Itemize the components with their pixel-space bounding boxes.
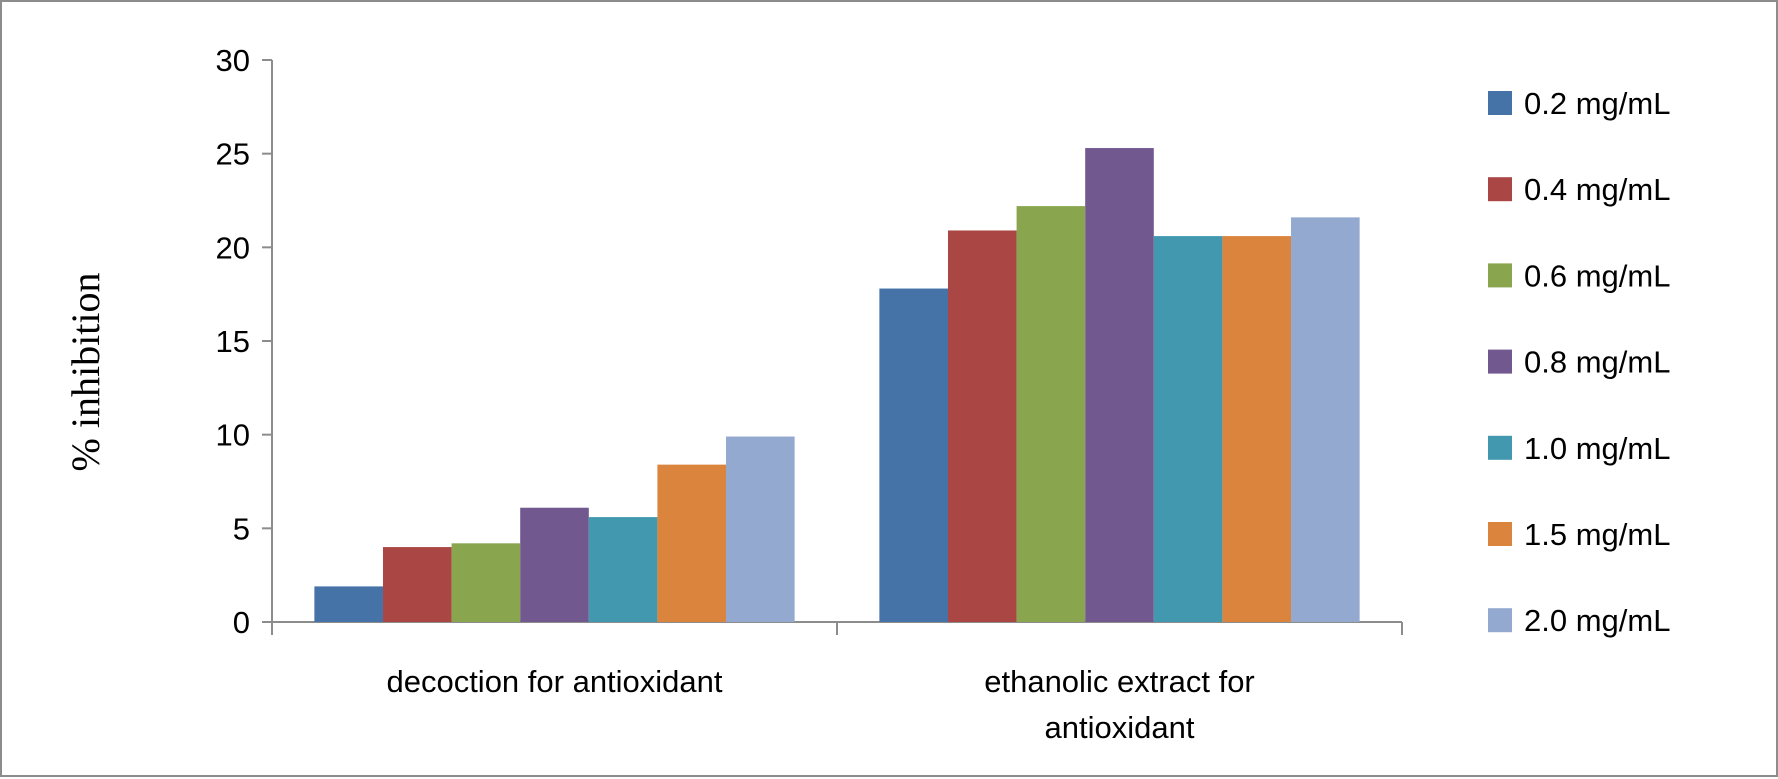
y-tick-label: 10 [216, 418, 250, 453]
bar [382, 547, 452, 622]
bar [879, 288, 948, 622]
bar [1016, 206, 1086, 622]
legend-label: 0.4 mg/mL [1524, 172, 1670, 207]
bar [451, 543, 521, 622]
y-tick-label: 20 [216, 230, 250, 265]
bar [1222, 236, 1292, 623]
legend-label: 0.6 mg/mL [1524, 258, 1670, 293]
legend-swatch [1488, 349, 1512, 374]
legend: 0.2 mg/mL 0.4 mg/mL 0.6 mg/mL 0.8 mg/mL 1.0 … [1488, 86, 1670, 638]
y-axis-title: % inhibition [63, 273, 108, 472]
axis-labels: 0 5 10 15 20 25 30 decoction for antioxidant eth… [216, 43, 1255, 745]
legend-label: 1.5 mg/mL [1524, 517, 1670, 552]
legend-swatch [1488, 91, 1512, 115]
bar [588, 517, 658, 622]
y-tick-label: 15 [216, 324, 250, 359]
bar [314, 586, 383, 622]
bar [1291, 217, 1360, 623]
legend-label: 0.2 mg/mL [1524, 86, 1670, 121]
legend-swatch [1488, 435, 1512, 460]
x-category-label: antioxidant [1045, 710, 1195, 745]
bars [314, 148, 1360, 623]
bar [520, 507, 589, 622]
y-tick-label: 0 [233, 605, 250, 640]
legend-swatch [1488, 608, 1512, 633]
x-category-label: decoction for antioxidant [386, 664, 722, 699]
legend-swatch [1488, 177, 1512, 202]
y-tick-label: 5 [233, 511, 250, 546]
legend-swatch [1488, 522, 1512, 546]
bar [1085, 148, 1154, 622]
x-category-label: ethanolic extract for [984, 664, 1255, 699]
bar [726, 436, 795, 622]
y-tick-label: 30 [216, 43, 250, 78]
bar [1153, 236, 1223, 623]
legend-label: 0.8 mg/mL [1524, 345, 1670, 380]
y-tick-label: 25 [216, 137, 250, 172]
legend-label: 1.0 mg/mL [1524, 431, 1670, 466]
legend-label: 2.0 mg/mL [1524, 603, 1670, 638]
bar [657, 464, 727, 622]
legend-swatch [1488, 263, 1512, 288]
bar [947, 230, 1017, 622]
